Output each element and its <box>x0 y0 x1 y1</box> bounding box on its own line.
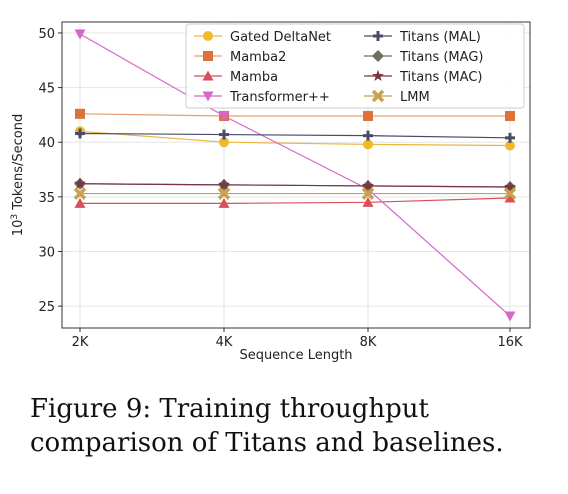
legend-marker <box>203 51 213 61</box>
legend-label: Gated DeltaNet <box>230 30 331 45</box>
y-axis-label: 103 Tokens/Second <box>10 114 26 236</box>
series-line <box>79 130 511 147</box>
series-1 <box>75 108 515 121</box>
y-axis-label-base: 10 <box>11 220 26 237</box>
legend-entry: Mamba <box>194 70 278 85</box>
y-tick-label: 40 <box>38 136 55 151</box>
legend-label: Titans (MAL) <box>399 30 481 45</box>
data-point <box>363 110 373 121</box>
legend-entry: Titans (MAC) <box>364 69 482 85</box>
data-point <box>361 187 375 200</box>
data-point <box>219 129 229 140</box>
legend-entry: Gated DeltaNet <box>194 30 331 45</box>
data-point <box>75 108 85 119</box>
data-point <box>362 196 374 207</box>
data-point <box>218 197 230 208</box>
legend-marker <box>202 70 214 81</box>
legend-entry: Titans (MAG) <box>364 50 483 65</box>
data-point <box>74 197 86 208</box>
y-axis-label-unit: Tokens/Second <box>11 114 26 214</box>
series-0 <box>75 126 515 151</box>
x-tick-label: 4K <box>216 335 233 350</box>
series-2 <box>74 192 516 208</box>
series-line <box>79 113 510 117</box>
data-point <box>74 29 86 40</box>
data-point <box>504 192 516 203</box>
y-tick-label: 30 <box>38 246 55 261</box>
y-tick-label: 25 <box>38 300 55 315</box>
x-tick-label: 16K <box>497 335 523 350</box>
data-point <box>504 311 516 322</box>
data-point <box>218 111 230 122</box>
data-point <box>503 187 517 200</box>
series-line <box>80 197 511 205</box>
data-point <box>73 187 87 200</box>
data-point <box>362 179 374 191</box>
legend-entry: Titans (MAL) <box>364 30 481 45</box>
throughput-chart: 25 30 35 40 45 50 2K 4K 8K 16K Gated DeltaNet Mam… <box>10 21 531 363</box>
legend-marker <box>372 50 384 62</box>
y-axis-label-exponent: 3 <box>10 214 20 220</box>
series-layer <box>73 29 517 322</box>
y-tick-label: 35 <box>38 191 55 206</box>
data-point <box>74 177 86 189</box>
x-axis: 2K 4K 8K 16K <box>72 328 523 350</box>
legend-label: LMM <box>400 90 430 105</box>
y-tick-label: 50 <box>38 27 55 42</box>
legend-label: Titans (MAG) <box>399 50 483 65</box>
data-point <box>505 140 515 151</box>
data-point <box>363 139 373 150</box>
data-point <box>363 130 373 141</box>
legend-marker <box>373 31 383 41</box>
data-point <box>219 137 229 148</box>
series-7 <box>73 187 517 200</box>
legend-marker <box>203 31 213 41</box>
y-tick-label: 45 <box>38 82 55 97</box>
legend-label: Mamba2 <box>230 50 286 65</box>
legend: Gated DeltaNet Mamba2 Mamba Transformer++ Ti… <box>185 23 525 109</box>
x-axis-label: Sequence Length <box>239 348 352 363</box>
series-6 <box>74 177 516 193</box>
legend-entry: Transformer++ <box>194 90 330 105</box>
data-point <box>504 180 516 193</box>
series-line <box>79 132 511 139</box>
legend-marker <box>202 91 214 102</box>
legend-label: Mamba <box>230 70 278 85</box>
series-line <box>79 33 511 317</box>
y-axis: 25 30 35 40 45 50 <box>38 27 62 315</box>
series-line <box>79 183 511 188</box>
legend-marker <box>372 69 384 82</box>
series-4 <box>75 128 515 143</box>
data-point <box>217 187 231 200</box>
figure-caption: Figure 9: Training throughput comparison… <box>30 394 504 458</box>
legend-marker <box>371 89 385 103</box>
data-point <box>505 110 515 121</box>
legend-entry: Mamba2 <box>194 50 286 65</box>
legend-box <box>185 23 525 109</box>
x-tick-label: 8K <box>360 335 377 350</box>
data-point <box>505 132 515 143</box>
plot-frame <box>61 21 531 329</box>
data-point <box>218 178 230 190</box>
legend-label: Transformer++ <box>229 90 330 105</box>
legend-label: Titans (MAC) <box>399 70 482 85</box>
data-point <box>75 128 85 139</box>
x-tick-label: 2K <box>72 335 89 350</box>
legend-entry: LMM <box>364 89 430 105</box>
